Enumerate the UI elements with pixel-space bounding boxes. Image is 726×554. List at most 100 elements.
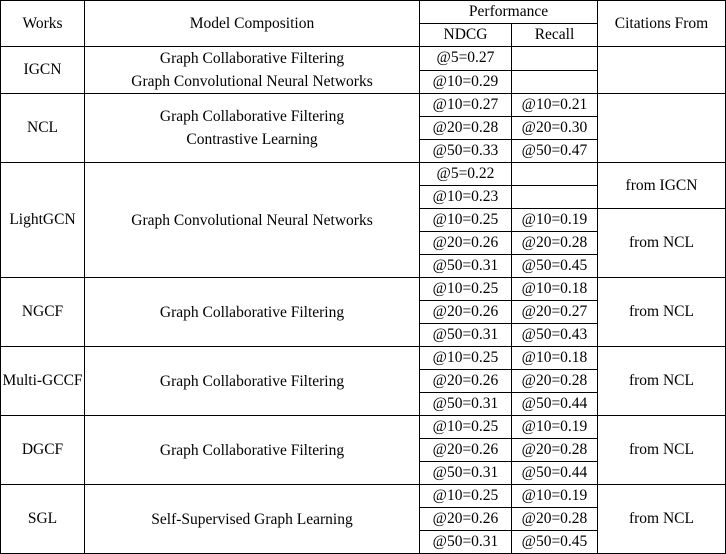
table-row: @50=0.33 @50=0.47 xyxy=(1,139,726,163)
ndcg-cell: @20=0.26 xyxy=(419,438,512,462)
ndcg-cell: @20=0.26 xyxy=(419,507,512,531)
ndcg-cell: @20=0.28 xyxy=(419,116,512,140)
recall-cell: @10=0.18 xyxy=(511,277,598,301)
ndcg-cell: @10=0.25 xyxy=(419,277,512,301)
ndcg-cell: @50=0.33 xyxy=(419,139,512,163)
recall-cell: @50=0.44 xyxy=(511,461,598,485)
ndcg-cell: @50=0.31 xyxy=(419,254,512,278)
ndcg-cell: @10=0.25 xyxy=(419,346,512,370)
table-row: @20=0.28 @20=0.30 xyxy=(1,116,726,140)
recall-cell: @10=0.21 xyxy=(511,93,598,117)
table-row: SGL Self-Supervised Graph Learning @10=0.2… xyxy=(0,484,726,554)
recall-cell: @50=0.43 xyxy=(511,323,598,347)
model-composition-cell: Self-Supervised Graph Learning xyxy=(84,484,420,554)
ndcg-cell: @5=0.27 xyxy=(419,46,512,71)
ndcg-cell: @50=0.31 xyxy=(419,323,512,347)
ndcg-cell: @10=0.27 xyxy=(419,93,512,117)
recall-cell: @50=0.45 xyxy=(511,254,598,278)
table-row: @50=0.31 @50=0.45 xyxy=(1,530,726,554)
table-row: NCL Graph Collaborative Filtering Contrast… xyxy=(0,93,726,163)
header-recall: Recall xyxy=(511,23,598,47)
model-composition-cell: Graph Convolutional Neural Networks xyxy=(84,162,420,278)
ndcg-cell: @10=0.25 xyxy=(419,208,512,232)
recall-cell: @20=0.30 xyxy=(511,116,598,140)
ndcg-cell: @10=0.25 xyxy=(419,484,512,508)
table-row: @20=0.26 @20=0.28 xyxy=(1,438,726,462)
recall-cell: @10=0.19 xyxy=(511,415,598,439)
citation-cell: from NCL xyxy=(597,346,726,416)
table-row: @50=0.31 @50=0.43 xyxy=(1,323,726,347)
header-row-1: Works Model Composition Performance Cita… xyxy=(0,0,726,47)
citation-cell xyxy=(597,93,726,163)
composition-line: Graph Collaborative Filtering xyxy=(159,372,345,390)
composition-line: Self-Supervised Graph Learning xyxy=(151,510,353,528)
ndcg-cell: @20=0.26 xyxy=(419,300,512,324)
work-name-cell: NGCF xyxy=(0,277,85,347)
table-row: IGCN Graph Collaborative Filtering Graph C… xyxy=(0,46,726,94)
recall-cell: @50=0.47 xyxy=(511,139,598,163)
header-performance: Performance xyxy=(419,0,598,24)
header-ndcg: NDCG xyxy=(419,23,512,47)
work-name-cell: IGCN xyxy=(0,46,85,94)
recall-cell xyxy=(511,162,598,186)
table-row: DGCF Graph Collaborative Filtering @10=0.2… xyxy=(0,415,726,485)
composition-line: Graph Collaborative Filtering xyxy=(159,50,345,67)
recall-cell xyxy=(511,185,598,209)
header-works: Works xyxy=(0,0,85,47)
header-model-composition: Model Composition xyxy=(84,0,420,47)
work-name-cell: Multi-GCCF xyxy=(0,346,85,416)
recall-cell: @10=0.19 xyxy=(511,208,598,232)
ndcg-cell: @50=0.31 xyxy=(419,530,512,554)
recall-cell xyxy=(511,69,598,94)
citation-cell: from IGCN xyxy=(597,162,726,209)
ndcg-cell: @10=0.23 xyxy=(419,185,512,209)
recall-cell: @20=0.28 xyxy=(511,438,598,462)
table-row: @10=0.23 xyxy=(1,185,726,209)
recall-cell: @50=0.44 xyxy=(511,392,598,416)
composition-line: Graph Convolutional Neural Networks xyxy=(131,73,373,90)
work-name-cell: NCL xyxy=(0,93,85,163)
recall-cell: @20=0.28 xyxy=(511,507,598,531)
composition-line: Graph Convolutional Neural Networks xyxy=(131,211,373,229)
citation-cell: from NCL xyxy=(597,208,726,278)
table-row: @10=0.25 @10=0.19 from NCL xyxy=(1,208,726,278)
citation-cell xyxy=(597,46,726,94)
table-row: @20=0.26 @20=0.28 xyxy=(1,231,726,255)
model-composition-cell: Graph Collaborative Filtering xyxy=(84,415,420,485)
table-row: @50=0.31 @50=0.44 xyxy=(1,461,726,485)
ndcg-cell: @50=0.31 xyxy=(419,461,512,485)
composition-line: Graph Collaborative Filtering xyxy=(159,108,345,125)
work-name-cell: LightGCN xyxy=(0,162,85,278)
composition-line: Contrastive Learning xyxy=(186,131,318,148)
ndcg-cell: @10=0.25 xyxy=(419,415,512,439)
composition-line: Graph Collaborative Filtering xyxy=(159,303,345,321)
work-name-cell: DGCF xyxy=(0,415,85,485)
recall-cell: @20=0.28 xyxy=(511,369,598,393)
work-name-cell: SGL xyxy=(0,484,85,554)
recall-cell: @10=0.19 xyxy=(511,484,598,508)
table-row: NGCF Graph Collaborative Filtering @10=0.2… xyxy=(0,277,726,347)
table-row: LightGCN Graph Convolutional Neural Netwo… xyxy=(0,162,726,278)
ndcg-cell: @10=0.29 xyxy=(419,69,512,94)
table-row: @50=0.31 @50=0.44 xyxy=(1,392,726,416)
recall-cell: @50=0.45 xyxy=(511,530,598,554)
ndcg-cell: @20=0.26 xyxy=(419,231,512,255)
model-composition-cell: Graph Collaborative Filtering Contrastive… xyxy=(84,93,420,163)
header-citations-from: Citations From xyxy=(597,0,726,47)
recall-cell xyxy=(511,46,598,71)
table-row: Multi-GCCF Graph Collaborative Filtering @… xyxy=(0,346,726,416)
recall-cell: @10=0.18 xyxy=(511,346,598,370)
recall-cell: @20=0.28 xyxy=(511,231,598,255)
ndcg-cell: @5=0.22 xyxy=(419,162,512,186)
citation-cell: from NCL xyxy=(597,277,726,347)
ndcg-cell: @50=0.31 xyxy=(419,392,512,416)
model-composition-cell: Graph Collaborative Filtering Graph Convo… xyxy=(84,46,420,94)
recall-cell: @20=0.27 xyxy=(511,300,598,324)
citation-cell: from NCL xyxy=(597,415,726,485)
citation-cell: from NCL xyxy=(597,484,726,554)
table-row: @20=0.26 @20=0.27 xyxy=(1,300,726,324)
model-composition-cell: Graph Collaborative Filtering xyxy=(84,277,420,347)
composition-line: Graph Collaborative Filtering xyxy=(159,441,345,459)
ndcg-cell: @20=0.26 xyxy=(419,369,512,393)
